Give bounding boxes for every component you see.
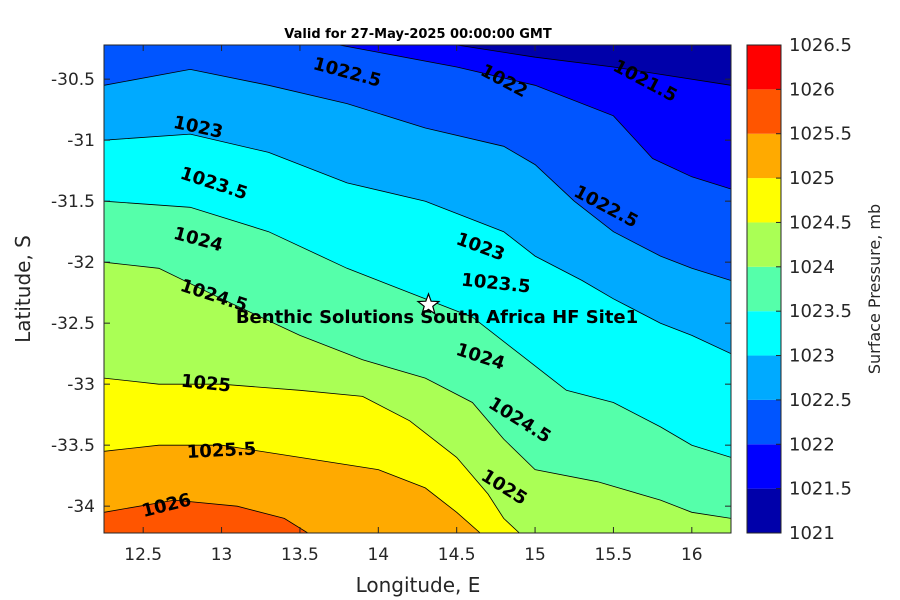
colorbar-band-1023.5 <box>747 266 781 312</box>
plot-frame <box>103 44 732 534</box>
y-tick-label: -32.5 <box>51 314 95 334</box>
colorbar-band-1025 <box>747 133 781 179</box>
colorbar-band-1026 <box>747 45 781 90</box>
colorbar-tick-label: 1023.5 <box>789 301 852 322</box>
isobar-1022.5 <box>104 68 731 281</box>
colorbar-band-1022 <box>747 399 781 445</box>
y-tick-label: -31.5 <box>51 192 95 212</box>
y-tick-label: -31 <box>67 131 95 151</box>
isobar-1022 <box>339 45 731 190</box>
isobar-1025 <box>104 444 481 533</box>
y-tick-label: -33.5 <box>51 436 95 456</box>
x-tick-label: 13 <box>211 545 233 565</box>
x-tick-label: 12.5 <box>124 545 162 565</box>
colorbar-band-1024 <box>747 222 781 267</box>
x-tick-label: 15.5 <box>595 545 633 565</box>
colorbar-tick-label: 1024 <box>789 257 835 278</box>
isobar-1021.5 <box>456 45 731 86</box>
band-1025 <box>104 445 731 533</box>
site-marker-group: Benthic Solutions South Africa HF Site1 <box>236 292 638 328</box>
isobar-1023.5 <box>104 200 731 458</box>
isobar-1023 <box>104 133 731 355</box>
colorbar-tick-label: 1026 <box>789 79 835 100</box>
colorbar-tick-label: 1021 <box>789 523 835 544</box>
x-tick-label: 16 <box>681 545 703 565</box>
colorbar-tick-label: 1021.5 <box>789 479 852 500</box>
isobar-1024.5 <box>104 377 520 533</box>
x-axis-label: Longitude, E <box>356 573 481 597</box>
y-tick-label: -33 <box>67 375 95 395</box>
colorbar-tick-label: 1024.5 <box>789 212 852 233</box>
x-tick-label: 14.5 <box>438 545 476 565</box>
colorbar-tick-label: 1022 <box>789 434 835 455</box>
y-tick-label: -34 <box>67 497 95 517</box>
colorbar: 1021 1021.5 1022 1022.5 1023 1023.5 1024 1024.5… <box>746 35 852 544</box>
colorbar-band-1024.5 <box>747 178 781 223</box>
isobar-1024 <box>104 261 731 519</box>
band-1025.5 <box>104 500 731 533</box>
colorbar-band-1023 <box>747 311 781 356</box>
plot-area <box>74 45 761 563</box>
band-1026 <box>74 555 761 563</box>
y-axis-label: Latitude, S <box>11 235 35 343</box>
y-tick-label: -32 <box>67 253 95 273</box>
colorbar-band-1025.5 <box>747 89 781 134</box>
colorbar-tick-label: 1025 <box>789 168 835 189</box>
y-axis: -30.5 -31 -31.5 -32 -32.5 -33 -33.5 -34 <box>51 70 731 517</box>
x-tick-label: 13.5 <box>281 545 319 565</box>
x-tick-label: 15 <box>524 545 546 565</box>
colorbar-tick-label: 1022.5 <box>789 390 852 411</box>
contour-label: 1025 <box>180 371 232 397</box>
isobar-1025.5 <box>104 499 309 533</box>
colorbar-tick-label: 1026.5 <box>789 35 852 56</box>
chart-title: Valid for 27-May-2025 00:00:00 GMT <box>284 27 552 42</box>
colorbar-tick-label: 1023 <box>789 346 835 367</box>
contour-label: 1025.5 <box>186 438 256 463</box>
colorbar-frame <box>746 44 782 534</box>
x-tick-label: 14 <box>367 545 389 565</box>
colorbar-title: Surface Pressure, mb <box>865 204 884 374</box>
site-star-icon <box>416 292 441 316</box>
colorbar-band-1021 <box>747 488 781 533</box>
colorbar-tick-label: 1025.5 <box>789 124 852 145</box>
colorbar-band-1021.5 <box>747 444 781 489</box>
colorbar-band-1022.5 <box>747 355 781 400</box>
y-tick-label: -30.5 <box>51 70 95 90</box>
x-axis: 12.5 13 13.5 14 14.5 15 15.5 16 <box>124 45 703 565</box>
site-label: Benthic Solutions South Africa HF Site1 <box>236 307 638 328</box>
